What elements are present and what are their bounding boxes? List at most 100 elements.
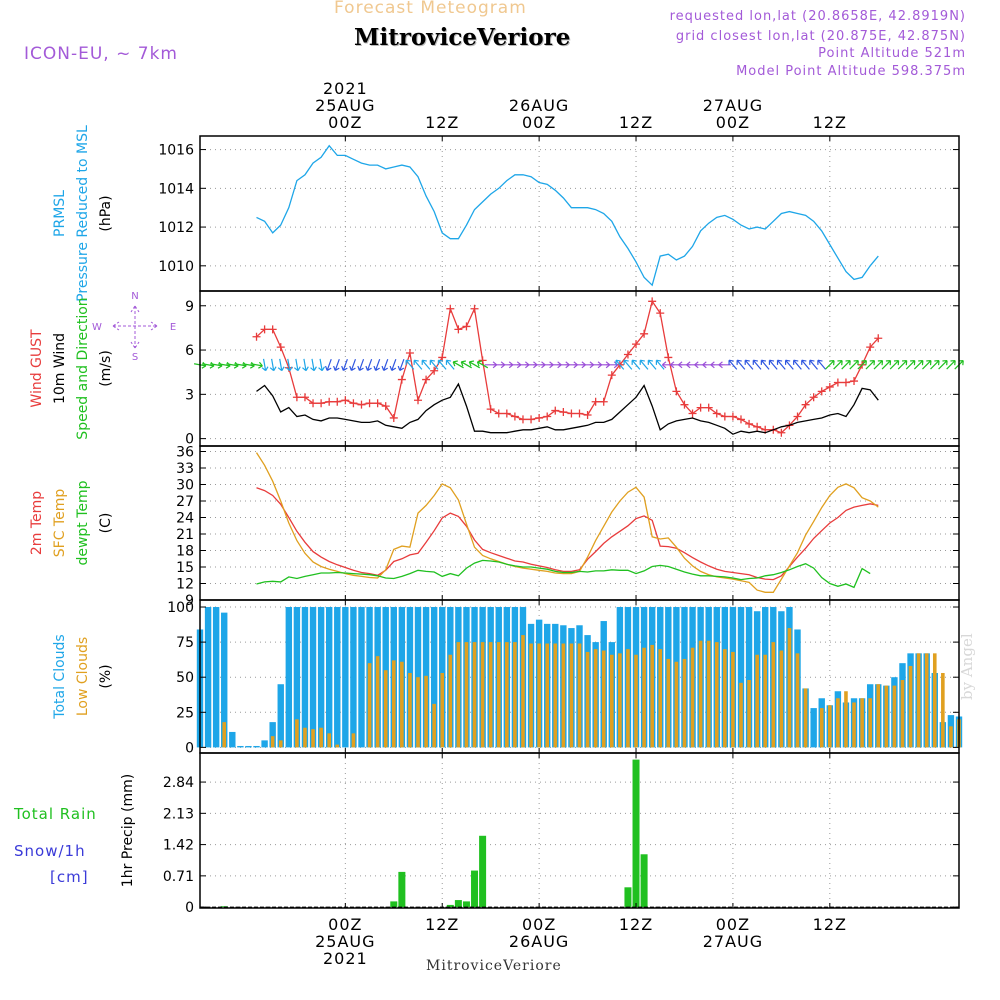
gust-point [276, 343, 285, 352]
gust-point [850, 377, 859, 386]
low-cloud-bar [941, 672, 945, 748]
low-cloud-bar [496, 642, 501, 748]
low-cloud-bar [408, 672, 412, 748]
series-line-2m-temp [256, 487, 879, 581]
wind-direction-arrow [261, 358, 269, 372]
y-tick-label: 30 [176, 478, 194, 494]
gust-point [825, 382, 834, 391]
wind-direction-arrow [768, 359, 778, 370]
wind-direction-arrow [639, 359, 649, 370]
low-cloud-bar [432, 703, 436, 748]
total-cloud-bar [358, 607, 365, 748]
gust-point [430, 366, 439, 375]
y-axis-label: 1hr Precip (mm) [120, 774, 136, 887]
gust-point [518, 415, 527, 424]
wind-direction-arrow [341, 358, 348, 371]
y-tick-label: 0 [185, 900, 194, 916]
rain-bar [398, 871, 406, 908]
gust-point [268, 325, 277, 334]
low-cloud-bar [537, 643, 541, 748]
low-cloud-bar [932, 653, 937, 748]
gust-point [866, 343, 875, 352]
station-title: MitroviceVeriore [354, 24, 571, 51]
footer-station: MitroviceVeriore [426, 958, 562, 974]
wind-direction-arrow [833, 359, 843, 370]
panel-frame [199, 135, 960, 292]
gust-point [341, 396, 350, 405]
gust-point [325, 397, 334, 406]
y-tick-label: 1.42 [163, 838, 194, 854]
total-cloud-bar [430, 607, 438, 748]
gust-point [728, 412, 737, 421]
low-cloud-bar [569, 643, 574, 748]
gust-point [632, 340, 641, 349]
low-cloud-bar [706, 640, 711, 748]
bottom-time-label: 26AUG [509, 932, 569, 951]
gust-point [252, 332, 261, 341]
rain-bar [632, 759, 640, 908]
total-cloud-bar [204, 607, 212, 748]
total-cloud-bar [212, 607, 220, 748]
total-cloud-bar [317, 607, 325, 748]
wind-direction-arrow [429, 359, 439, 370]
gust-point [414, 396, 423, 405]
total-cloud-bar [309, 607, 317, 748]
y-tick-label: 33 [176, 461, 194, 477]
top-time-label: 12Z [619, 113, 653, 132]
gust-point [317, 399, 326, 408]
low-cloud-bar [295, 719, 299, 748]
gust-point [309, 399, 318, 408]
wind-direction-arrow [825, 359, 835, 370]
wind-direction-arrow [736, 359, 746, 370]
low-cloud-bar [690, 647, 695, 748]
low-cloud-bar [771, 642, 776, 748]
wind-direction-arrow [841, 359, 851, 370]
top-time-label: 12Z [425, 113, 459, 132]
wind-direction-arrow [615, 359, 625, 370]
low-cloud-bar [803, 688, 808, 748]
credit-watermark: by Angel [958, 633, 976, 700]
low-cloud-bar [650, 644, 654, 748]
low-cloud-bar [391, 660, 396, 748]
low-cloud-bar [303, 727, 307, 748]
total-cloud-bar [261, 740, 268, 748]
gust-point [656, 309, 665, 318]
gust-point [535, 413, 544, 422]
gust-point [543, 412, 552, 421]
wind-direction-arrow [631, 359, 641, 370]
total-cloud-bar [221, 612, 228, 748]
compass-north: N [131, 291, 138, 302]
total-cloud-bar [237, 745, 244, 748]
low-cloud-bar [674, 661, 679, 748]
gust-point [801, 400, 810, 409]
low-cloud-bar [779, 650, 784, 748]
gust-point [712, 409, 721, 418]
low-cloud-bar [521, 635, 525, 748]
bottom-time-label: 25AUG [315, 932, 375, 951]
frame-layer [199, 135, 960, 909]
y-axis-label: 2m Temp [29, 491, 45, 555]
y-axis-label: (m/s) [98, 350, 114, 387]
low-cloud-bar [698, 640, 703, 748]
low-cloud-bar [367, 663, 372, 748]
low-cloud-bar [278, 740, 283, 748]
low-cloud-bar [876, 684, 881, 748]
gust-point [817, 387, 826, 396]
top-time-label: 00Z [716, 113, 750, 132]
y-tick-label: 15 [176, 560, 194, 576]
gust-point [833, 378, 842, 387]
total-cloud-bar [253, 745, 260, 748]
compass-west: W [92, 322, 102, 333]
wind-direction-arrow [905, 359, 916, 370]
low-cloud-bar [513, 642, 517, 748]
y-tick-label: 0 [185, 432, 194, 448]
gust-point [672, 387, 681, 396]
total-cloud-bar [737, 607, 745, 748]
gust-point [599, 397, 608, 406]
gust-point [745, 419, 754, 428]
bottom-time-label: 27AUG [703, 932, 763, 951]
rain-bar [479, 835, 487, 908]
total-cloud-bar [245, 745, 252, 748]
low-cloud-bar [464, 642, 469, 748]
